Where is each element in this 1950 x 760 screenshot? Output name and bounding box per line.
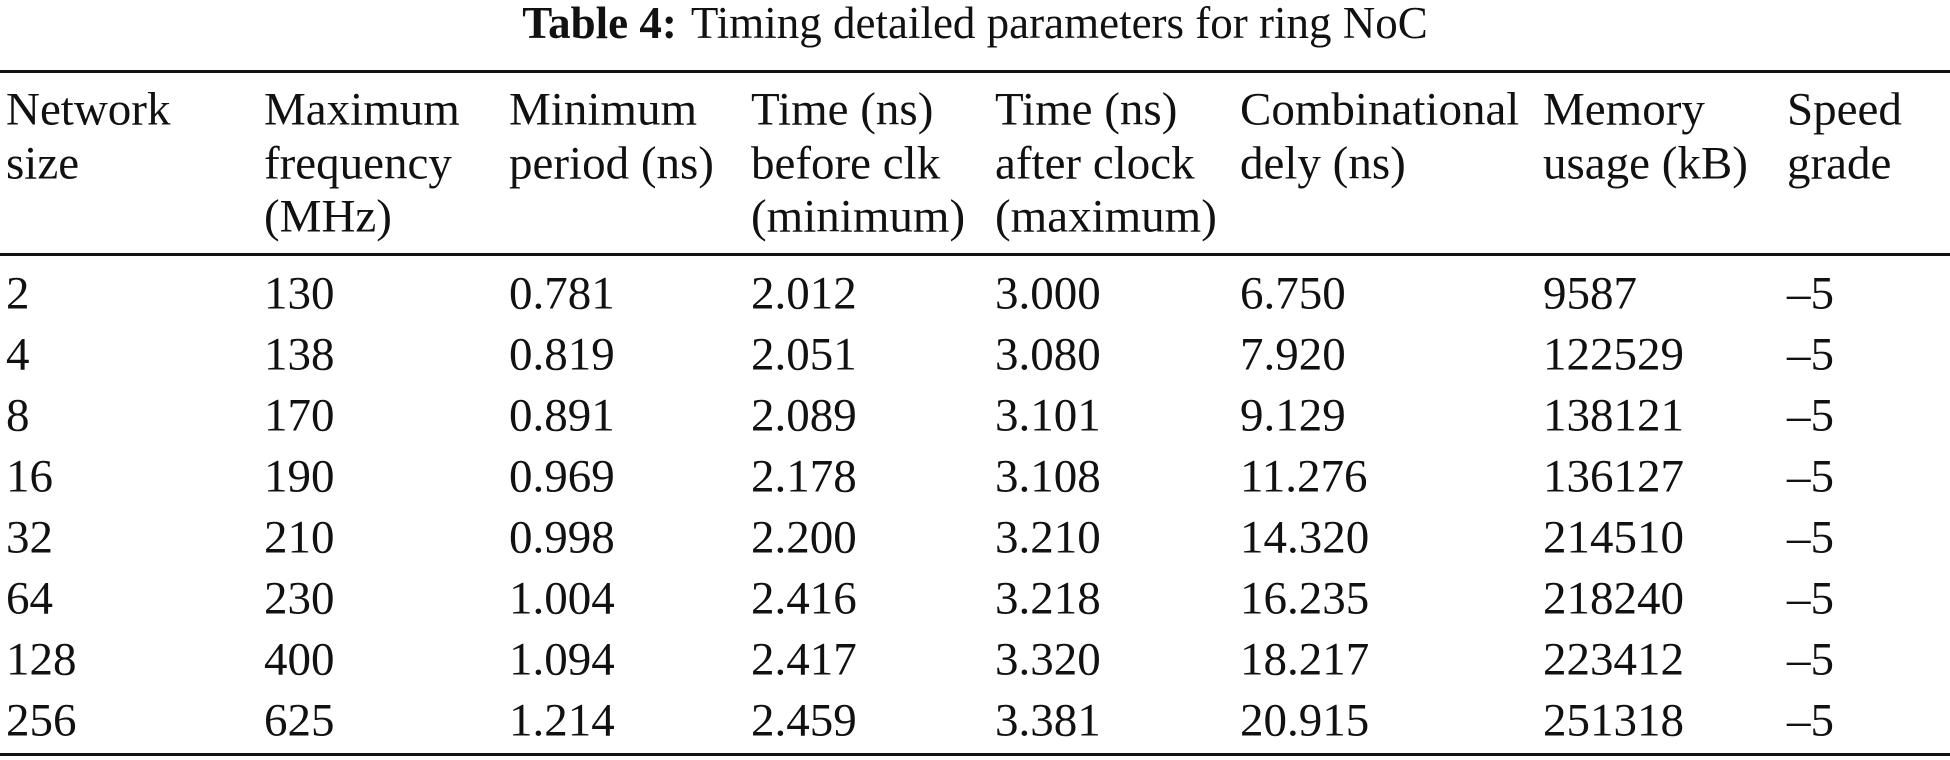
table-cell: 3.218	[995, 572, 1101, 625]
table-cell: 130	[264, 267, 335, 320]
table-cell: 3.381	[995, 694, 1101, 747]
table-cell: 625	[264, 694, 335, 747]
table-cell: 14.320	[1240, 511, 1370, 564]
table-cell: 2	[6, 267, 30, 320]
table-cell: –5	[1787, 328, 1834, 381]
header-cell: (MHz)	[264, 190, 392, 243]
table-cell: –5	[1787, 450, 1834, 503]
top-rule	[0, 70, 1950, 73]
table-cell: 64	[6, 572, 53, 625]
table-cell: 251318	[1543, 694, 1684, 747]
header-cell: period (ns)	[509, 137, 714, 189]
table-cell: 32	[6, 511, 53, 564]
table-cell: 2.200	[751, 511, 857, 564]
table-cell: 2.012	[751, 267, 857, 320]
header-cell: Network	[6, 83, 171, 136]
header-cell: (maximum)	[995, 190, 1217, 243]
table-cell: 20.915	[1240, 694, 1370, 747]
header-cell: Maximum	[264, 83, 460, 136]
table-cell: 3.108	[995, 450, 1101, 503]
caption-text: Timing detailed parameters for ring NoC	[690, 0, 1428, 48]
table-cell: –5	[1787, 511, 1834, 564]
table-cell: 210	[264, 511, 335, 564]
header-cell: frequency	[264, 137, 452, 189]
table-cell: 1.214	[509, 694, 615, 747]
table-cell: 122529	[1543, 328, 1684, 381]
table-cell: 2.417	[751, 633, 857, 686]
header-cell: usage (kB)	[1543, 137, 1748, 189]
header-cell: (minimum)	[751, 190, 966, 243]
table-cell: 3.080	[995, 328, 1101, 381]
table-cell: 9.129	[1240, 389, 1346, 442]
table-cell: 0.998	[509, 511, 615, 564]
table-cell: 16.235	[1240, 572, 1370, 625]
table-cell: 0.819	[509, 328, 615, 381]
table-cell: 128	[6, 633, 77, 686]
table-cell: 136127	[1543, 450, 1684, 503]
header-cell: size	[6, 137, 80, 189]
header-cell: grade	[1787, 137, 1892, 189]
caption: Table 4: Timing detailed parameters for r…	[0, 0, 1950, 46]
header-cell: Minimum	[509, 83, 698, 136]
table-cell: 138121	[1543, 389, 1684, 442]
table-cell: 8	[6, 389, 30, 442]
table-cell: 138	[264, 328, 335, 381]
table-cell: 0.781	[509, 267, 615, 320]
caption-label: Table 4:	[522, 0, 677, 48]
table-cell: 4	[6, 328, 30, 381]
table-cell: 3.000	[995, 267, 1101, 320]
header-cell: Time (ns)	[751, 83, 934, 136]
table-cell: 9587	[1543, 267, 1637, 320]
table-cell: 2.051	[751, 328, 857, 381]
bottom-rule	[0, 753, 1950, 756]
table-cell: –5	[1787, 694, 1834, 747]
table-cell: 3.320	[995, 633, 1101, 686]
table-cell: 6.750	[1240, 267, 1346, 320]
table-cell: 2.178	[751, 450, 857, 503]
table-cell: 16	[6, 450, 53, 503]
table-cell: 3.101	[995, 389, 1101, 442]
table-cell: –5	[1787, 572, 1834, 625]
table-cell: 0.969	[509, 450, 615, 503]
table-cell: 223412	[1543, 633, 1684, 686]
table-cell: 214510	[1543, 511, 1684, 564]
table-cell: 190	[264, 450, 335, 503]
table-cell: 7.920	[1240, 328, 1346, 381]
table-cell: 11.276	[1240, 450, 1368, 503]
table-cell: 1.094	[509, 633, 615, 686]
table-cell: –5	[1787, 267, 1834, 320]
table-cell: 18.217	[1240, 633, 1370, 686]
header-cell: after clock	[995, 137, 1195, 189]
header-cell: Combinational	[1240, 83, 1520, 136]
table-cell: 3.210	[995, 511, 1101, 564]
table-cell: 2.459	[751, 694, 857, 747]
table-cell: 400	[264, 633, 335, 686]
table-cell: –5	[1787, 633, 1834, 686]
table-cell: –5	[1787, 389, 1834, 442]
header-cell: Speed	[1787, 83, 1902, 136]
table-cell: 1.004	[509, 572, 615, 625]
table-cell: 230	[264, 572, 335, 625]
header-cell: Time (ns)	[995, 83, 1178, 136]
table-cell: 218240	[1543, 572, 1684, 625]
header-rule	[0, 253, 1950, 256]
table-cell: 2.416	[751, 572, 857, 625]
table-cell: 2.089	[751, 389, 857, 442]
header-cell: Memory	[1543, 83, 1705, 136]
header-cell: before clk	[751, 137, 941, 189]
table-cell: 0.891	[509, 389, 615, 442]
table-cell: 256	[6, 694, 77, 747]
table-cell: 170	[264, 389, 335, 442]
header-cell: dely (ns)	[1240, 137, 1406, 189]
